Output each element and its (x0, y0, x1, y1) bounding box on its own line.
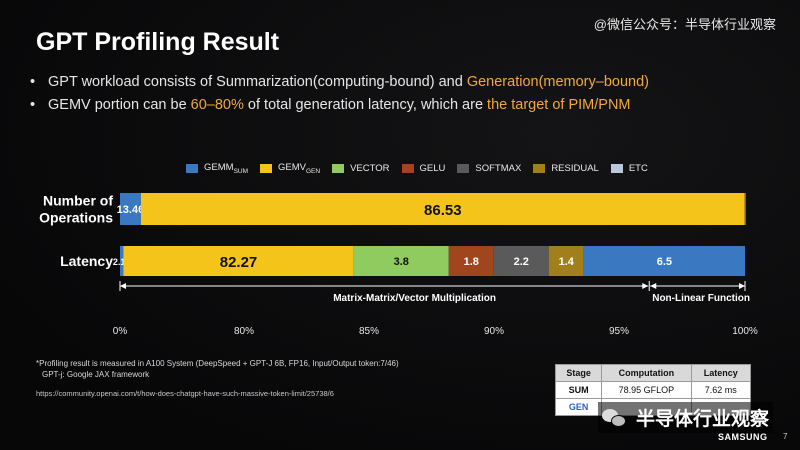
legend-item: SOFTMAX (457, 163, 521, 174)
bullet-text: GPT workload consists of Summarization(c… (48, 74, 649, 90)
x-tick-label: 95% (609, 326, 629, 337)
legend-item: VECTOR (332, 162, 390, 174)
bracket-label: Matrix-Matrix/Vector Multiplication (333, 293, 496, 304)
bar-value-label: 13.46 (117, 204, 145, 216)
table-cell-stage: GEN (554, 398, 603, 416)
bar-value-label: 2.12 (113, 257, 131, 267)
bar-segment (583, 246, 745, 276)
samsung-logo: SAMSUNG (718, 432, 768, 442)
table-header-cell: Latency (690, 364, 752, 382)
category-label: Number of (43, 193, 113, 209)
x-tick-label: 90% (484, 326, 504, 337)
table-cell-computation: 78.95 GFLOP (601, 381, 692, 399)
table-cell-latency: 7.62 ms (690, 381, 752, 399)
bar-segment (493, 246, 549, 276)
bar-value-label: 82.27 (220, 254, 258, 271)
legend-label: ETC (628, 162, 648, 174)
legend-item: RESIDUAL (533, 163, 599, 174)
bar-segment (123, 246, 354, 276)
footnotes: *Profiling result is measured in A100 Sy… (36, 358, 399, 399)
x-tick-label: 0% (113, 326, 128, 337)
legend-swatch (457, 163, 470, 173)
legend-item: ETC (610, 162, 648, 174)
brand-watermark: 半导体行业观察 (598, 402, 774, 433)
watermark-text: @微信公众号：半导体行业观察 (593, 17, 776, 32)
bullet-text-accent: Generation(memory–bound) (466, 74, 649, 90)
page-title: GPT Profiling Result (36, 28, 280, 56)
brand-watermark-text: 半导体行业观察 (636, 409, 770, 430)
footnote-url[interactable]: https://community.openai.com/t/how-does-… (36, 389, 334, 398)
bullet-dot-icon: • (30, 97, 36, 113)
bullet-item: • GPT workload consists of Summarization… (30, 74, 770, 90)
category-label: Latency (60, 253, 113, 269)
bullet-text-accent: 60–80% (190, 97, 244, 113)
legend-swatch (260, 163, 273, 173)
bullet-text-normal: GEMV portion can be (48, 97, 191, 113)
legend-item: GEMVGEN (260, 162, 320, 175)
bar-value-label: 3.8 (394, 256, 409, 268)
x-tick-label: 100% (732, 326, 758, 337)
legend-label: GEMMSUM (204, 162, 249, 175)
legend-swatch (186, 163, 198, 173)
bullet-text-normal: GPT workload consists of Summarization(c… (48, 74, 467, 90)
bar-segment (744, 193, 746, 225)
bar-value-label: 1.4 (559, 256, 575, 268)
footnote-line: GPT-j: Google JAX framework (42, 370, 150, 379)
legend-label: GELU (419, 162, 446, 174)
bracket-label: Non-Linear Function (652, 293, 750, 304)
category-label: Operations (39, 210, 113, 226)
table-header-cell: Stage (554, 364, 603, 382)
legend-swatch (610, 163, 623, 173)
legend-label: RESIDUAL (551, 162, 599, 174)
bullet-text: GEMV portion can be 60–80% of total gene… (48, 97, 631, 113)
bullet-item: • GEMV portion can be 60–80% of total ge… (30, 97, 770, 113)
table-header-row: Stage Computation Latency (554, 364, 752, 382)
bar-value-label: 6.5 (657, 256, 672, 268)
legend-item: GELU (401, 162, 446, 174)
bar-value-label: 86.53 (424, 202, 462, 219)
bracket-arrowhead (650, 283, 657, 289)
x-tick-label: 85% (359, 326, 379, 337)
x-tick-label: 80% (234, 326, 254, 337)
bracket-arrowhead (642, 283, 649, 289)
table-cell-stage: SUM (554, 381, 603, 399)
bullet-text-accent: the target of PIM/PNM (487, 97, 631, 113)
legend-label: SOFTMAX (475, 162, 522, 174)
table-header-cell: Computation (601, 364, 692, 382)
bar-segment (120, 246, 124, 276)
bullet-list: • GPT workload consists of Summarization… (30, 74, 770, 120)
footnote-line: *Profiling result is measured in A100 Sy… (36, 359, 399, 368)
wechat-icon (602, 407, 628, 429)
legend-swatch (401, 163, 414, 173)
bracket-arrowhead (120, 283, 126, 289)
bullet-text-normal: of total generation latency, which are (243, 97, 488, 113)
stage-table: Stage Computation Latency SUM 78.95 GFLO… (554, 364, 752, 416)
bar-value-label: 1.8 (464, 256, 479, 268)
bar-segment (140, 193, 745, 225)
bar-segment (548, 246, 584, 276)
bracket-arrowhead (739, 283, 745, 289)
bar-segment (353, 246, 449, 276)
bar-segment (120, 193, 141, 225)
legend-item: GEMMSUM (186, 162, 248, 175)
bullet-dot-icon: • (30, 74, 36, 90)
legend-swatch (533, 163, 546, 173)
page-number: 7 (783, 432, 788, 441)
bar-segment (448, 246, 494, 276)
table-row: SUM 78.95 GFLOP 7.62 ms (554, 381, 752, 399)
bar-value-label: 2.2 (514, 256, 529, 268)
legend-label: VECTOR (350, 162, 390, 174)
legend-label: GEMVGEN (278, 162, 321, 175)
chart-legend: GEMMSUM GEMVGEN VECTOR GELU SOFTMAX RESIDUAL E… (186, 162, 648, 175)
legend-swatch (332, 163, 345, 173)
